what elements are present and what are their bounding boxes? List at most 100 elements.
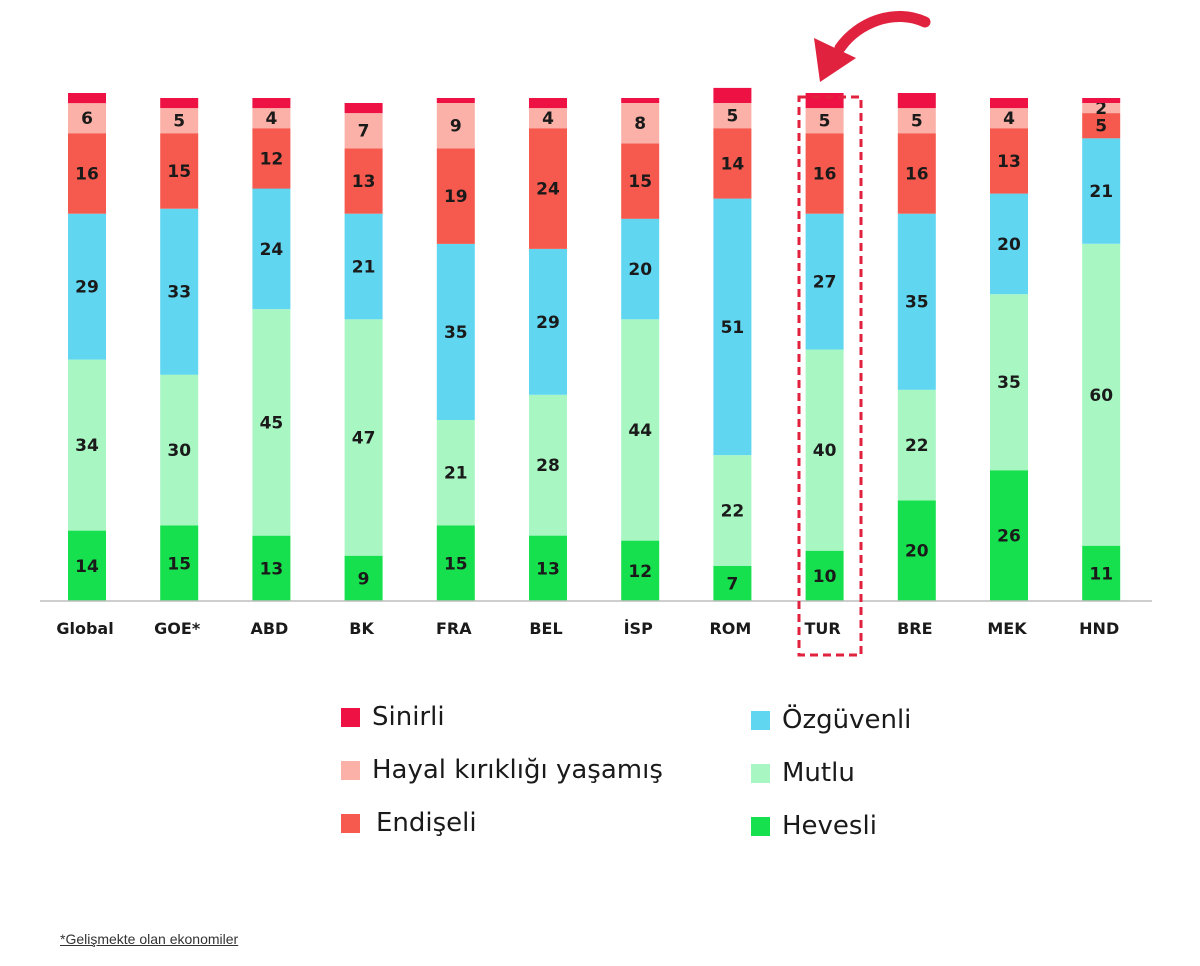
- bar-segment: [713, 87, 752, 103]
- bar-segment: [990, 470, 1028, 601]
- data-label: 14: [75, 557, 99, 577]
- data-label: 20: [628, 260, 652, 280]
- data-label: 5: [726, 107, 738, 127]
- data-label: 51: [721, 318, 745, 338]
- data-label: 33: [167, 283, 191, 303]
- bar-segment: [344, 555, 383, 601]
- bar-segment: [252, 188, 291, 310]
- category-tick-label: MEK: [987, 619, 1027, 638]
- category-tick-label: Global: [56, 619, 113, 638]
- bar-segment: [621, 540, 660, 601]
- data-label: 60: [1089, 386, 1113, 406]
- bar-segment: [252, 535, 291, 601]
- legend-swatch-ozguvenli: [751, 710, 770, 730]
- data-label: 24: [536, 180, 560, 200]
- data-label: 12: [628, 562, 652, 582]
- legend-swatch-hevesli: [751, 816, 770, 836]
- bar-segment: [805, 133, 844, 214]
- data-label: 9: [358, 569, 370, 589]
- data-label: 22: [721, 502, 745, 522]
- data-label: 16: [905, 164, 929, 184]
- bar-segment: [344, 148, 383, 214]
- bar-segment: [621, 218, 660, 320]
- data-label: 7: [358, 122, 370, 142]
- category-tick-label: İSP: [624, 619, 653, 638]
- x-axis-labels: Global GOE* ABD BK FRA BEL İSP ROM TUR BRE MEK HND: [56, 619, 1119, 638]
- legend-item-hayal-kirikligi: Hayal kırıklığı yaşamış: [341, 755, 663, 785]
- bar-segment: [529, 108, 567, 129]
- bar-segment: [713, 565, 752, 601]
- data-label: 11: [1089, 564, 1113, 584]
- legend-item-hevesli: Hevesli: [751, 811, 877, 841]
- bar-segment: [436, 98, 475, 103]
- bar-segment: [805, 550, 844, 601]
- bar-segment: [805, 213, 844, 350]
- data-label: 5: [173, 112, 185, 132]
- data-label: 12: [260, 149, 284, 169]
- data-label: 4: [1003, 109, 1015, 129]
- category-tick-label: TUR: [804, 619, 840, 638]
- category-tick-label: HND: [1079, 619, 1119, 638]
- data-label: 40: [813, 441, 837, 461]
- bar-segment: [1082, 113, 1121, 139]
- highlight-arrow-head-icon: [814, 38, 856, 82]
- data-label: 26: [997, 527, 1021, 547]
- bar-segment: [160, 133, 199, 209]
- bar-segment: [160, 525, 199, 601]
- bar-segment: [436, 243, 475, 420]
- data-label: 7: [726, 574, 738, 594]
- data-label: 29: [75, 278, 99, 298]
- data-label: 2: [1095, 99, 1107, 119]
- bar-segment: [805, 108, 844, 134]
- bar-segment: [529, 535, 567, 601]
- legend-label: Sinirli: [372, 702, 445, 732]
- bar-segment: [713, 103, 752, 129]
- bar-segment: [344, 113, 383, 149]
- bar-segment: [252, 98, 291, 109]
- category-tick-label: ABD: [250, 619, 288, 638]
- data-label: 44: [628, 421, 652, 441]
- data-label: 21: [1089, 182, 1113, 202]
- bar-segment: [252, 309, 291, 536]
- bar-segment: [713, 455, 752, 566]
- bar-segment: [529, 394, 567, 536]
- legend-item-mutlu: Mutlu: [751, 758, 855, 788]
- legend-swatch-mutlu: [751, 763, 770, 783]
- data-label: 27: [813, 273, 837, 293]
- data-label: 6: [81, 109, 93, 129]
- bar-segment: [897, 500, 936, 601]
- legend-label: Hevesli: [782, 811, 877, 841]
- bar-segment: [713, 128, 752, 199]
- bar-segment: [897, 213, 936, 390]
- legend-swatch-hayal-kirikligi: [341, 760, 360, 780]
- bar-segment: [252, 128, 291, 189]
- data-label: 21: [352, 258, 376, 278]
- bar-segment: [529, 128, 567, 249]
- data-label: 13: [260, 559, 284, 579]
- data-label: 45: [260, 413, 284, 433]
- bar-segment: [344, 103, 383, 114]
- tur-highlight-box: [797, 95, 863, 657]
- category-tick-label: ROM: [709, 619, 751, 638]
- bar-segment: [436, 148, 475, 244]
- category-tick-label: BK: [349, 619, 374, 638]
- data-label: 13: [352, 172, 376, 192]
- bar-segment: [68, 213, 106, 360]
- bar-segment: [805, 349, 844, 551]
- bar-segment: [897, 389, 936, 501]
- data-label: 47: [352, 429, 376, 449]
- stacked-bar-chart: 1434291661530331551345241249472113715213…: [40, 10, 1152, 657]
- bar-segment: [1082, 243, 1121, 546]
- data-label: 15: [167, 162, 191, 182]
- bar-segment: [897, 93, 936, 109]
- data-label: 20: [997, 235, 1021, 255]
- category-tick-label: BEL: [529, 619, 562, 638]
- bar-segment: [436, 419, 475, 526]
- bar-segment: [68, 93, 106, 104]
- bar-segment: [68, 133, 106, 214]
- data-label: 15: [444, 554, 468, 574]
- bar-segment: [252, 108, 291, 129]
- bar-segment: [436, 525, 475, 601]
- data-label: 9: [450, 117, 462, 137]
- bar-segment: [160, 374, 199, 526]
